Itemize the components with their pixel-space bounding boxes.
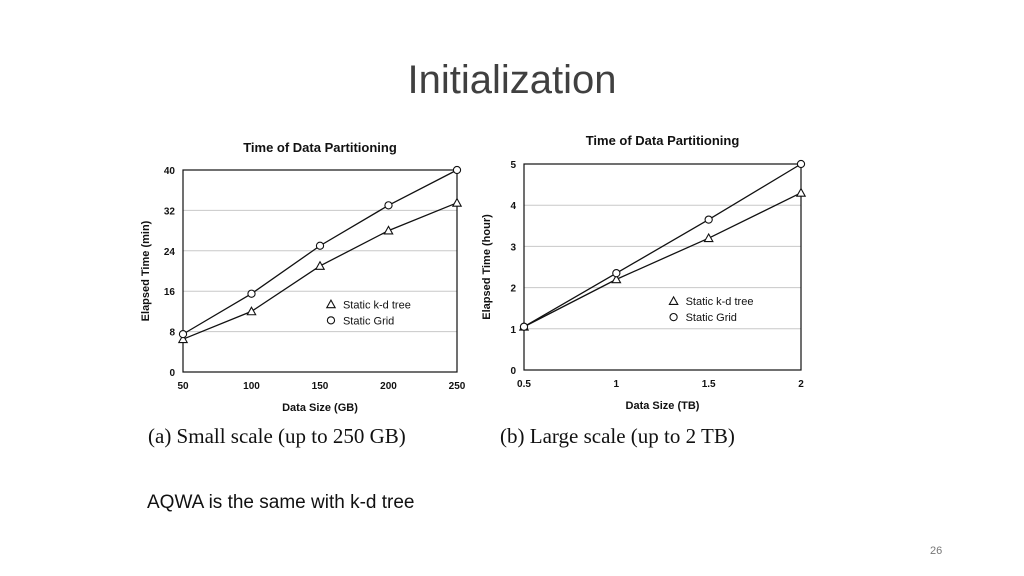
legend-marker (669, 312, 678, 322)
y-tick-label: 3 (510, 242, 516, 253)
data-point-static-grid (315, 241, 325, 250)
data-point-static-kd-tree (314, 260, 326, 270)
series-line-static-kd-tree (182, 202, 458, 340)
y-tick-label: 0 (169, 368, 175, 379)
legend-marker (325, 299, 337, 309)
data-point-static-kd-tree (611, 274, 622, 284)
y-axis-label: Elapsed Time (hour) (481, 214, 493, 320)
chart-title: Time of Data Partitioning (586, 133, 740, 148)
series-line-static-grid (523, 163, 802, 328)
legend-label: Static k-d tree (343, 299, 411, 311)
x-axis-label: Data Size (GB) (282, 402, 358, 414)
x-tick-label: 0.5 (517, 379, 531, 390)
y-tick-label: 24 (164, 247, 176, 258)
legend-label: Static Grid (686, 312, 737, 324)
data-point-static-grid (178, 329, 188, 339)
y-axis-label: Elapsed Time (min) (140, 220, 152, 321)
legend-label: Static k-d tree (686, 296, 754, 308)
data-point-static-grid (704, 215, 713, 224)
chart-small-scale: Time of Data Partitioning 0 8 16 24 32 40 50 100… (140, 140, 466, 414)
data-point-static-kd-tree (451, 197, 463, 207)
caption-small-scale: (a) Small scale (up to 250 GB) (148, 424, 406, 448)
data-point-static-kd-tree (703, 232, 714, 243)
chart-title: Time of Data Partitioning (243, 140, 397, 155)
data-point-static-grid (247, 289, 256, 298)
data-point-static-kd-tree (795, 187, 807, 197)
y-tick-label: 4 (510, 201, 516, 212)
data-point-static-kd-tree (246, 306, 257, 316)
data-point-static-grid (796, 159, 806, 169)
data-point-static-grid (384, 201, 393, 210)
series-line-static-grid (182, 169, 458, 335)
x-tick-label: 150 (312, 381, 329, 392)
y-tick-label: 1 (510, 325, 516, 336)
plot-frame (523, 163, 802, 371)
legend-label: Static Grid (343, 315, 394, 327)
legend-marker (326, 316, 336, 325)
data-point-static-grid (612, 269, 621, 278)
data-point-static-kd-tree (383, 225, 394, 235)
series-line-static-kd-tree (523, 192, 802, 328)
plot-frame (182, 169, 458, 373)
data-point-static-kd-tree (177, 333, 189, 344)
y-tick-label: 5 (510, 160, 516, 171)
legend-marker (668, 295, 679, 306)
x-tick-label: 1.5 (702, 379, 716, 390)
chart-large-scale: Time of Data Partitioning 0 1 2 3 4 5 0.5 1 1.5 2 D… (481, 133, 807, 412)
data-point-static-grid (452, 165, 462, 175)
slide-note: AQWA is the same with k-d tree (147, 492, 415, 513)
x-tick-label: 2 (798, 379, 804, 390)
x-axis-label: Data Size (TB) (626, 400, 700, 412)
x-tick-label: 200 (380, 381, 397, 392)
x-tick-label: 100 (243, 381, 260, 392)
x-tick-label: 250 (449, 381, 466, 392)
y-tick-label: 16 (164, 287, 176, 298)
caption-large-scale: (b) Large scale (up to 2 TB) (500, 424, 735, 448)
y-tick-label: 32 (164, 206, 176, 217)
slide-title: Initialization (407, 58, 617, 102)
y-tick-label: 40 (164, 166, 176, 177)
data-point-static-grid (519, 322, 529, 331)
x-tick-label: 50 (177, 381, 189, 392)
y-tick-label: 2 (510, 284, 516, 295)
page-number: 26 (930, 545, 943, 557)
x-tick-label: 1 (614, 379, 620, 390)
y-tick-label: 8 (169, 328, 175, 339)
y-tick-label: 0 (510, 366, 516, 377)
